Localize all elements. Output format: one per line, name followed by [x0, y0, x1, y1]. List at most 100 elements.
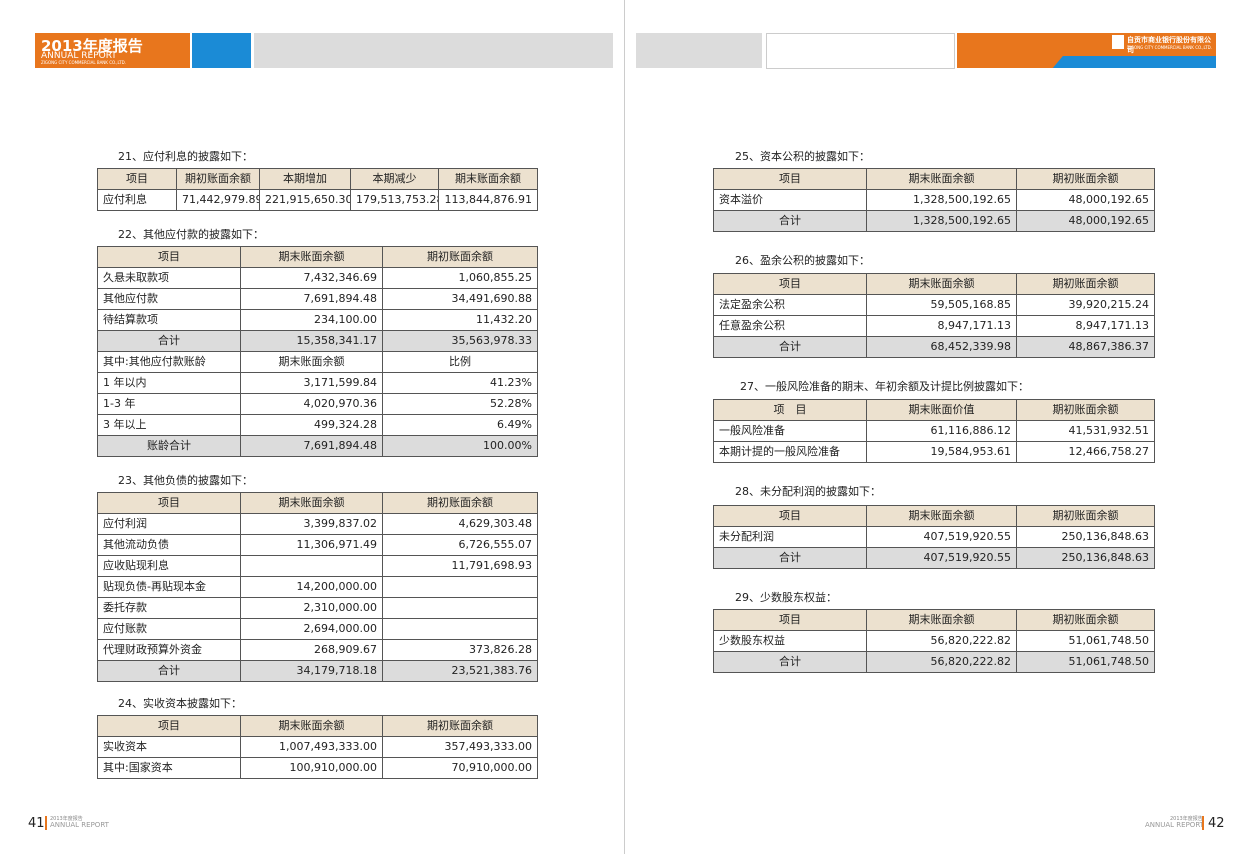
table-cell: 100.00% [383, 436, 538, 457]
table-cell: 268,909.67 [241, 640, 383, 661]
table-cell: 59,505,168.85 [867, 295, 1017, 316]
section-title: 22、其他应付款的披露如下： [118, 228, 264, 241]
table-cell: 代理财政预算外资金 [98, 640, 241, 661]
table-row: 应收贴现利息 11,791,698.93 [98, 556, 538, 577]
table-cell: 51,061,748.50 [1017, 631, 1155, 652]
table-header: 项目 期初账面余额 本期增加 本期减少 期末账面余额 [98, 169, 538, 190]
table-cell: 48,867,386.37 [1017, 337, 1155, 358]
company-cn: 自贡市商业银行股份有限公司 [1127, 36, 1211, 54]
section-title: 24、实收资本披露如下： [118, 697, 242, 710]
table-cell: 52.28% [383, 394, 538, 415]
company-en: ZIGONG CITY COMMERCIAL BANK CO.,LTD. [1127, 45, 1212, 50]
table-cell: 68,452,339.98 [867, 337, 1017, 358]
table-cell: 11,791,698.93 [383, 556, 538, 577]
table-cell: 357,493,333.00 [383, 737, 538, 758]
table-row: 少数股东权益 56,820,222.82 51,061,748.50 [714, 631, 1155, 652]
section-title: 27、一般风险准备的期末、年初余额及计提比例披露如下： [740, 380, 1029, 393]
table-row: 其他应付款 7,691,894.48 34,491,690.88 [98, 289, 538, 310]
section-title: 26、盈余公积的披露如下： [735, 254, 870, 267]
table-header: 项 目期末账面价值 期初账面余额 [714, 400, 1155, 421]
table: 项目 期末账面余额 期初账面余额 久悬未取款项 7,432,346.69 1,060,85… [97, 246, 538, 457]
footer-en: ANNUAL REPORT [1145, 821, 1204, 829]
header-cell: 期末账面余额 [241, 247, 383, 268]
header-cell: 期初账面余额 [1017, 169, 1155, 190]
table-row: 代理财政预算外资金 268,909.67 373,826.28 [98, 640, 538, 661]
header-stripe [1051, 56, 1216, 68]
header-cell: 期末账面余额 [241, 493, 383, 514]
table-row: 未分配利润 407,519,920.55 250,136,848.63 [714, 527, 1155, 548]
table-cell: 499,324.28 [241, 415, 383, 436]
table-cell: 应付账款 [98, 619, 241, 640]
table-cell: 待结算款项 [98, 310, 241, 331]
header-cell: 期末账面余额 [867, 506, 1017, 527]
table-cell: 41,531,932.51 [1017, 421, 1155, 442]
table-cell: 一般风险准备 [714, 421, 867, 442]
table-cell: 1,328,500,192.65 [867, 211, 1017, 232]
footer-cn: 2013年度报告 [50, 816, 83, 822]
table-row: 合计 1,328,500,192.65 48,000,192.65 [714, 211, 1155, 232]
table-row: 1-3 年 4,020,970.36 52.28% [98, 394, 538, 415]
table-row: 法定盈余公积 59,505,168.85 39,920,215.24 [714, 295, 1155, 316]
header-cell: 期末账面余额 [867, 610, 1017, 631]
table-cell: 其中:国家资本 [98, 758, 241, 779]
table-cell: 407,519,920.55 [867, 527, 1017, 548]
table-row: 账龄合计 7,691,894.48 100.00% [98, 436, 538, 457]
header-cell: 期末账面余额 [241, 716, 383, 737]
table-row: 待结算款项 234,100.00 11,432.20 [98, 310, 538, 331]
header-cell: 期末账面余额 [867, 274, 1017, 295]
table-cell: 61,116,886.12 [867, 421, 1017, 442]
table-cell: 账龄合计 [98, 436, 241, 457]
header-cell: 项目 [98, 716, 241, 737]
section-title: 23、其他负债的披露如下： [118, 474, 253, 487]
table-cell: 委托存款 [98, 598, 241, 619]
table-row: 贴现负债-再贴现本金 14,200,000.00 [98, 577, 538, 598]
table-cell: 法定盈余公积 [714, 295, 867, 316]
table-cell: 12,466,758.27 [1017, 442, 1155, 463]
section-title: 28、未分配利润的披露如下： [735, 485, 881, 498]
table-cell: 39,920,215.24 [1017, 295, 1155, 316]
table: 项目 期初账面余额 本期增加 本期减少 期末账面余额 应付利息 71,442,979.89 2… [97, 168, 538, 211]
table-cell: 合计 [714, 652, 867, 673]
table: 项目 期末账面余额 期初账面余额 实收资本 1,007,493,333.00 357,49… [97, 715, 538, 779]
header-cell: 期初账面余额 [1017, 610, 1155, 631]
header-cell: 期初账面余额 [383, 716, 538, 737]
table: 项目 期末账面余额 期初账面余额 未分配利润 407,519,920.55 250,136… [713, 505, 1155, 569]
table-row: 应付账款 2,694,000.00 [98, 619, 538, 640]
footer-bar [1202, 816, 1204, 830]
table-cell: 合计 [714, 211, 867, 232]
table-cell: 应付利润 [98, 514, 241, 535]
table-cell: 其他流动负债 [98, 535, 241, 556]
table: 项 目期末账面价值 期初账面余额 一般风险准备 61,116,886.12 41,531… [713, 399, 1155, 463]
header-white [766, 33, 955, 69]
table-cell: 8,947,171.13 [867, 316, 1017, 337]
footer-bar [45, 816, 47, 830]
header-cell: 期初账面余额 [383, 493, 538, 514]
header-cell: 期初账面余额 [1017, 506, 1155, 527]
table-row: 其他流动负债 11,306,971.49 6,726,555.07 [98, 535, 538, 556]
table-cell [383, 619, 538, 640]
table-cell: 70,910,000.00 [383, 758, 538, 779]
footer-cn: 2013年度报告 [1170, 816, 1203, 822]
table-row: 应付利润 3,399,837.02 4,629,303.48 [98, 514, 538, 535]
table-header: 项目 期末账面余额 期初账面余额 [714, 274, 1155, 295]
header-cell: 项目 [98, 247, 241, 268]
table-cell: 7,691,894.48 [241, 289, 383, 310]
table-row: 应付利息 71,442,979.89 221,915,650.30 179,513,7… [98, 190, 538, 211]
table-cell: 6,726,555.07 [383, 535, 538, 556]
table-cell: 6.49% [383, 415, 538, 436]
table-cell: 34,491,690.88 [383, 289, 538, 310]
table-cell [241, 556, 383, 577]
table-cell: 3,399,837.02 [241, 514, 383, 535]
table-cell: 48,000,192.65 [1017, 211, 1155, 232]
table-row: 委托存款 2,310,000.00 [98, 598, 538, 619]
table: 项目 期末账面余额 期初账面余额 少数股东权益 56,820,222.82 51,061,… [713, 609, 1155, 673]
table: 项目 期末账面余额 期初账面余额 法定盈余公积 59,505,168.85 39,920,… [713, 273, 1155, 358]
header-cell: 期末账面余额 [867, 169, 1017, 190]
table-cell: 2,694,000.00 [241, 619, 383, 640]
table-cell: 4,020,970.36 [241, 394, 383, 415]
header-cell: 项目 [98, 493, 241, 514]
table-cell: 3 年以上 [98, 415, 241, 436]
table-cell: 250,136,848.63 [1017, 548, 1155, 569]
header-cell: 本期减少 [351, 169, 439, 190]
